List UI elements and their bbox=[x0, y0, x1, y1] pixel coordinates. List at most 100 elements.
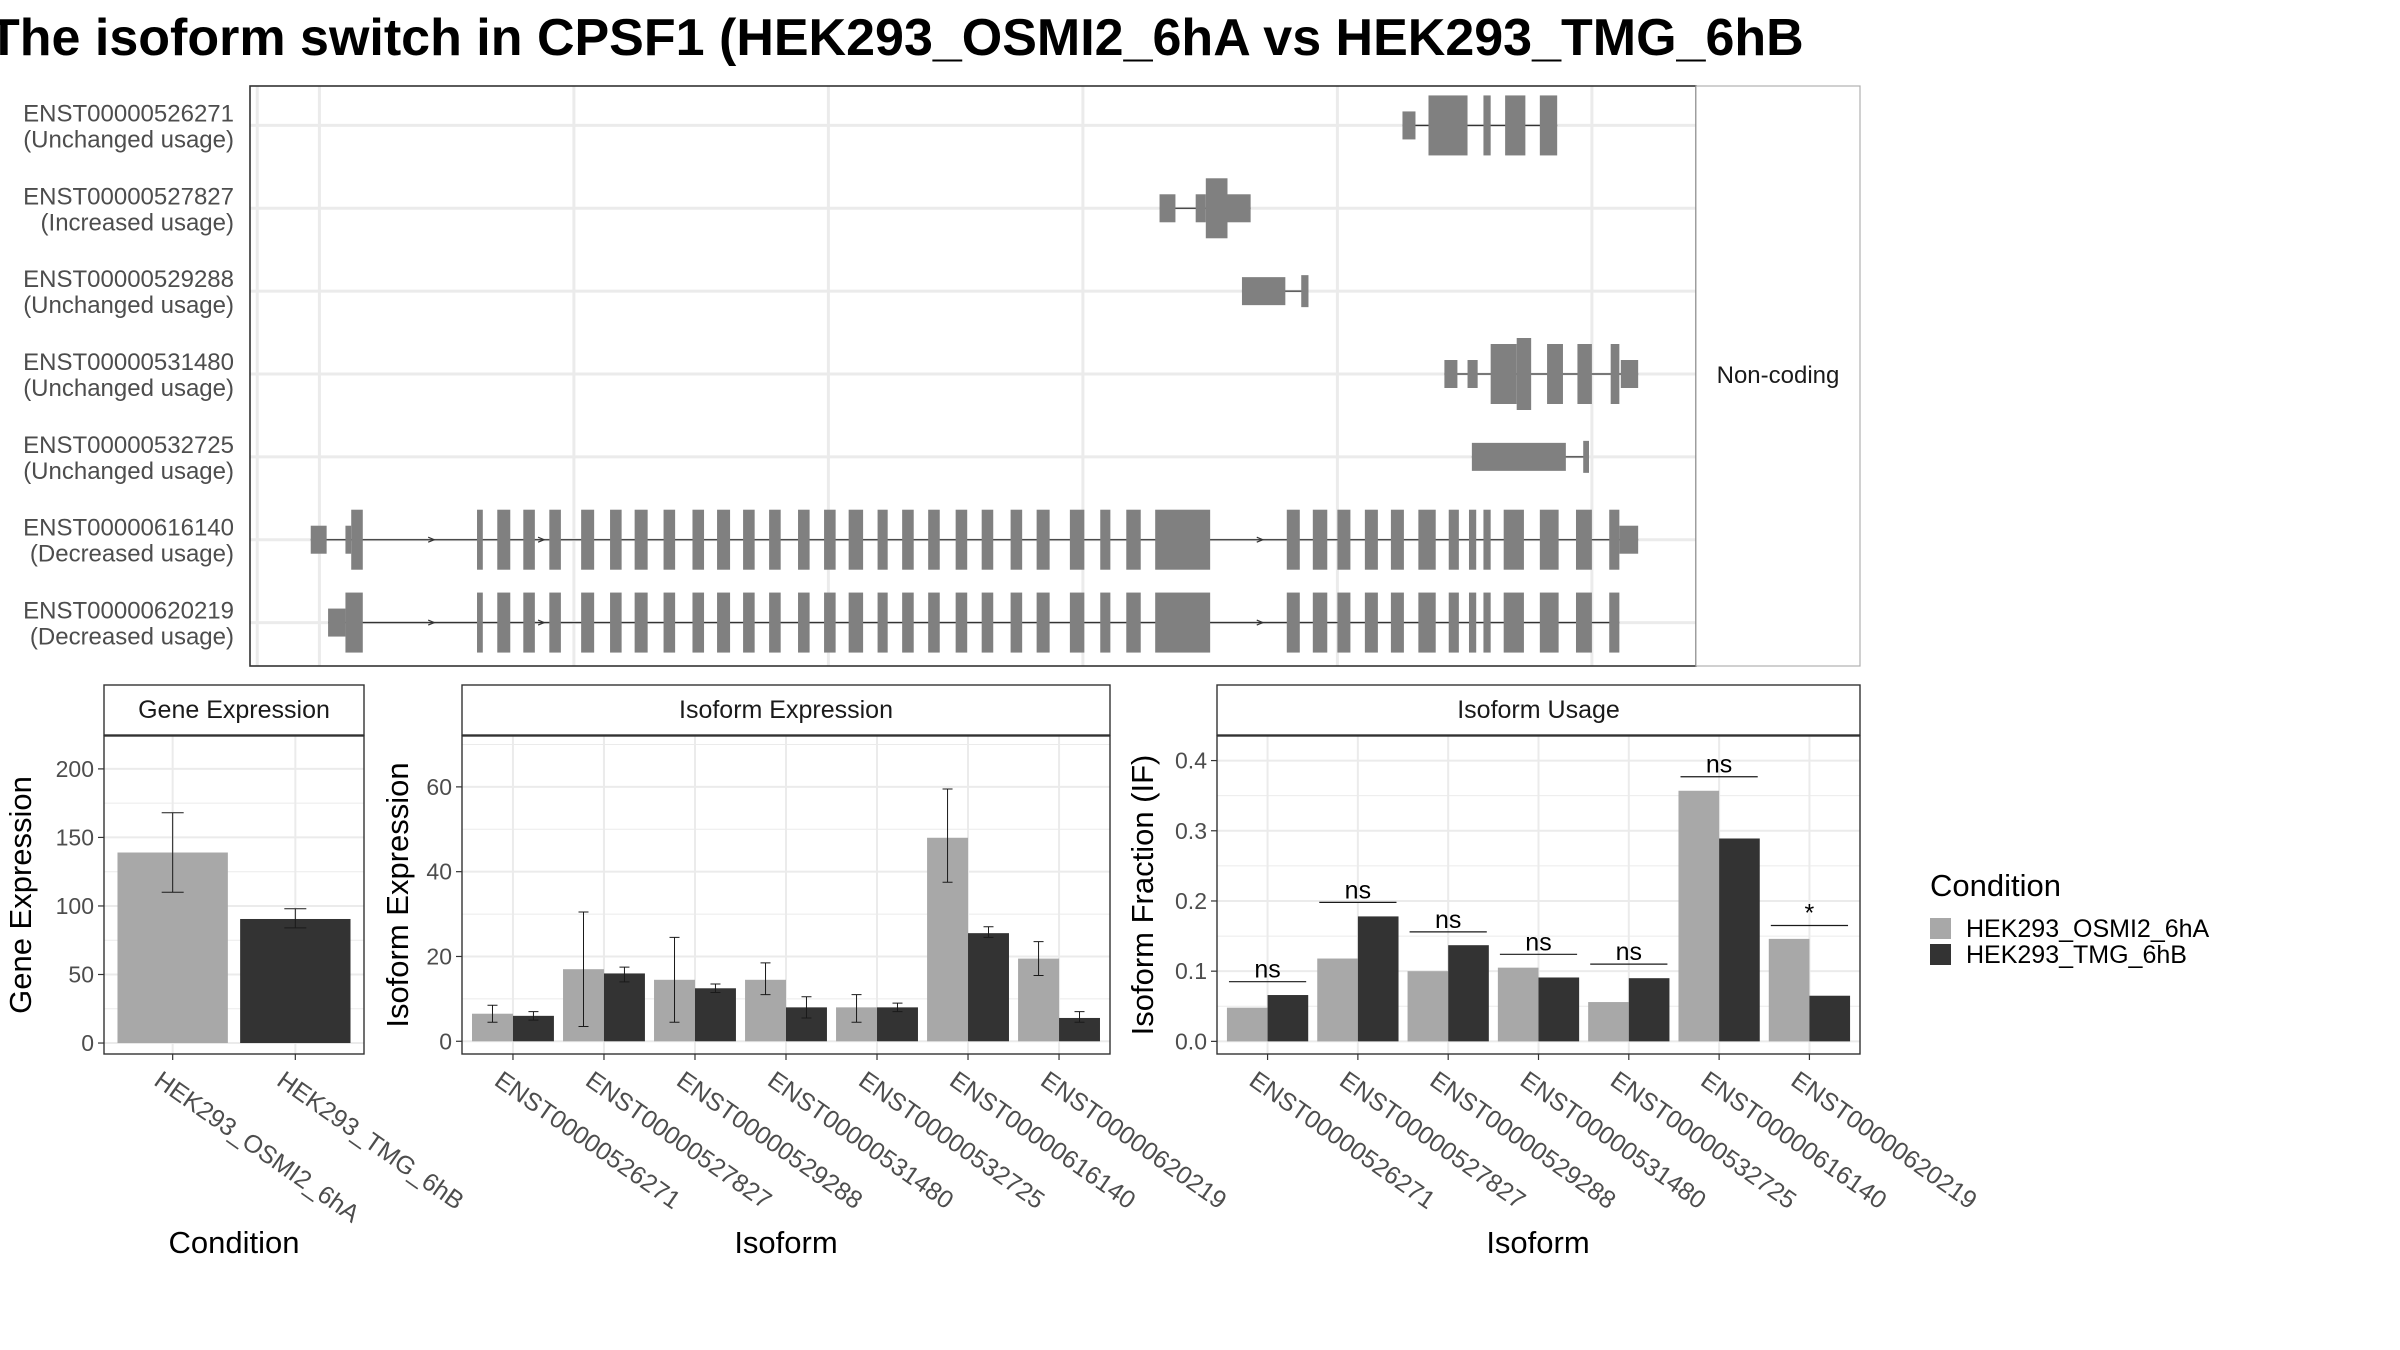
exon-ENST00000616140-1 bbox=[310, 525, 327, 554]
transcript-track-ENST00000620219 bbox=[328, 592, 1620, 653]
isoform-expression-panel: Isoform Expression0204060ENST00000526271… bbox=[380, 684, 1232, 1260]
exon-ENST00000616140-4 bbox=[477, 509, 483, 570]
exon-ENST00000526271-1 bbox=[1402, 111, 1416, 140]
bar-HEK293_TMG_6hB bbox=[240, 918, 351, 1044]
bar-HEK293_OSMI2_6hA-ENST00000616140 bbox=[1678, 790, 1720, 1042]
significance-label: ns bbox=[1435, 906, 1461, 934]
error-bar bbox=[487, 1004, 498, 1023]
exon-ENST00000616140-25 bbox=[1036, 509, 1050, 570]
bar-HEK293_TMG_6hB-ENST00000620219 bbox=[1809, 995, 1851, 1042]
legend-label-cond-b: HEK293_TMG_6hB bbox=[1966, 941, 2187, 969]
error-bar bbox=[1074, 1011, 1085, 1023]
exon-ENST00000526271-5 bbox=[1539, 95, 1558, 156]
exon-ENST00000616140-19 bbox=[877, 509, 888, 570]
y-tick-label: 150 bbox=[56, 824, 94, 850]
exon-ENST00000620219-12 bbox=[717, 592, 731, 653]
exon-ENST00000616140-16 bbox=[798, 509, 810, 570]
bar-HEK293_TMG_6hB-ENST00000526271 bbox=[1267, 995, 1309, 1042]
figure-title: The isoform switch in CPSF1 (HEK293_OSMI… bbox=[0, 9, 1804, 67]
direction-arrow bbox=[537, 619, 546, 626]
exon-ENST00000620219-15 bbox=[798, 592, 810, 653]
bar-HEK293_TMG_6hB-ENST00000527827 bbox=[1357, 916, 1399, 1042]
exon-ENST00000616140-37 bbox=[1468, 509, 1477, 570]
exon-ENST00000620219-24 bbox=[1036, 592, 1050, 653]
transcript-id-label-7: ENST00000620219 bbox=[23, 598, 234, 625]
y-tick-label: 20 bbox=[426, 943, 452, 969]
transcript-labels: ENST00000526271(Unchanged usage)ENST0000… bbox=[23, 100, 234, 650]
condition-legend: Condition HEK293_OSMI2_6hA HEK293_TMG_6h… bbox=[1930, 868, 2210, 969]
exon-ENST00000616140-6 bbox=[523, 509, 535, 570]
exon-ENST00000620219-33 bbox=[1390, 592, 1404, 653]
exon-ENST00000620219-6 bbox=[549, 592, 561, 653]
exon-ENST00000616140-3 bbox=[351, 509, 363, 570]
exon-ENST00000620219-4 bbox=[497, 592, 511, 653]
exon-ENST00000616140-5 bbox=[497, 509, 511, 570]
exon-ENST00000620219-26 bbox=[1100, 592, 1111, 653]
exon-ENST00000616140-31 bbox=[1312, 509, 1328, 570]
bar-HEK293_TMG_6hB-ENST00000620219 bbox=[1059, 1017, 1100, 1042]
exon-ENST00000616140-42 bbox=[1609, 509, 1620, 570]
bar-HEK293_OSMI2_6hA-ENST00000527827 bbox=[1317, 958, 1358, 1042]
exon-ENST00000616140-43 bbox=[1619, 525, 1639, 554]
exon-ENST00000620219-5 bbox=[523, 592, 535, 653]
exon-ENST00000616140-38 bbox=[1483, 509, 1491, 570]
exon-ENST00000620219-27 bbox=[1126, 592, 1141, 653]
exon-ENST00000620219-25 bbox=[1069, 592, 1085, 653]
y-tick-label: 0.2 bbox=[1175, 888, 1207, 914]
exon-ENST00000616140-24 bbox=[1010, 509, 1023, 570]
exon-ENST00000620219-11 bbox=[692, 592, 705, 653]
exon-ENST00000616140-26 bbox=[1069, 509, 1085, 570]
exon-ENST00000616140-36 bbox=[1448, 509, 1459, 570]
bar-HEK293_TMG_6hB-ENST00000532725 bbox=[1628, 978, 1670, 1042]
error-bar bbox=[284, 908, 307, 929]
exon-ENST00000620219-23 bbox=[1010, 592, 1023, 653]
bar-HEK293_TMG_6hB-ENST00000532725 bbox=[877, 1007, 918, 1042]
exon-ENST00000620219-29 bbox=[1286, 592, 1300, 653]
exon-ENST00000616140-23 bbox=[981, 509, 994, 570]
structure-strip bbox=[1695, 85, 1861, 667]
transcript-id-label-5: ENST00000532725 bbox=[23, 432, 234, 459]
error-bar bbox=[892, 1002, 903, 1013]
exon-ENST00000616140-29 bbox=[1155, 509, 1211, 570]
transcript-id-label-3: ENST00000529288 bbox=[23, 266, 234, 293]
exon-ENST00000616140-20 bbox=[902, 509, 914, 570]
error-bar bbox=[1033, 941, 1044, 977]
transcript-track-ENST00000531480 bbox=[1444, 338, 1639, 410]
exon-ENST00000620219-19 bbox=[902, 592, 914, 653]
exon-ENST00000620219-22 bbox=[981, 592, 994, 653]
x-tick-label: HEK293_OSMI2_6hA bbox=[149, 1066, 365, 1229]
error-bar bbox=[161, 812, 184, 893]
transcript-usage-label-4: (Unchanged usage) bbox=[23, 375, 234, 402]
panel-strip-title: Isoform Expression bbox=[679, 696, 893, 724]
exon-ENST00000531480-1 bbox=[1444, 360, 1458, 388]
transcript-id-label-1: ENST00000526271 bbox=[23, 100, 234, 127]
y-tick-label: 0.1 bbox=[1175, 958, 1207, 984]
panel-border bbox=[103, 735, 365, 1055]
exon-ENST00000531480-4 bbox=[1516, 338, 1532, 410]
bar-HEK293_TMG_6hB-ENST00000529288 bbox=[1448, 945, 1489, 1042]
panel-strip-title: Isoform Usage bbox=[1457, 696, 1620, 724]
isoform-usage-panel: Isoform Usage ns ns ns ns ns ns * 0.0 0.1 0.2 0.3 0.… bbox=[1125, 684, 1982, 1260]
exon-ENST00000529288-2 bbox=[1301, 275, 1309, 308]
direction-arrow bbox=[1256, 619, 1265, 626]
transcript-usage-label-5: (Unchanged usage) bbox=[23, 458, 234, 485]
exon-ENST00000620219-40 bbox=[1575, 592, 1592, 653]
error-bar bbox=[710, 983, 721, 994]
exon-ENST00000620219-3 bbox=[477, 592, 483, 653]
structure-strip-label: Non-coding bbox=[1717, 362, 1840, 389]
exon-ENST00000616140-18 bbox=[848, 509, 864, 570]
exon-ENST00000527827-1 bbox=[1159, 194, 1176, 223]
exon-ENST00000526271-4 bbox=[1505, 95, 1526, 156]
exon-ENST00000616140-41 bbox=[1575, 509, 1592, 570]
x-axis-title: Isoform bbox=[1486, 1225, 1589, 1260]
exon-ENST00000620219-9 bbox=[634, 592, 648, 653]
exon-ENST00000527827-4 bbox=[1227, 194, 1251, 223]
exon-ENST00000532725-2 bbox=[1583, 440, 1589, 473]
exon-ENST00000616140-14 bbox=[743, 509, 755, 570]
error-bar bbox=[528, 1011, 539, 1021]
exon-ENST00000620219-2 bbox=[345, 592, 363, 653]
y-axis-title: Isoform Fraction (IF) bbox=[1125, 755, 1160, 1036]
exon-ENST00000616140-35 bbox=[1418, 509, 1436, 570]
exon-ENST00000616140-12 bbox=[692, 509, 705, 570]
